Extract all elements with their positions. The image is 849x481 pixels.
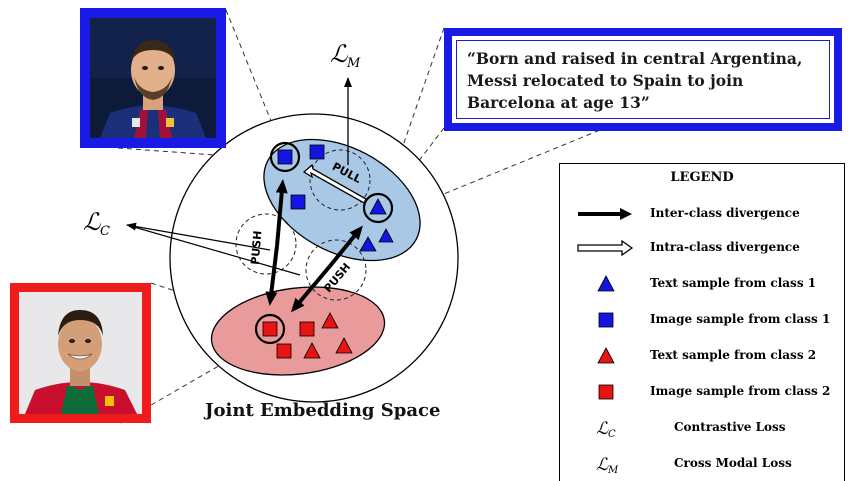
legend-item-text-class1: Text sample from class 1: [560, 272, 844, 296]
legend-label: Inter-class divergence: [650, 206, 800, 220]
loss-c-icon: ℒ C: [596, 419, 616, 440]
messi-portrait: [90, 18, 216, 138]
svg-text:M: M: [346, 56, 361, 71]
anchor-ring-text-class1: [362, 192, 394, 224]
image-sample-class2: [276, 343, 292, 359]
hollow-arrow-icon: [577, 239, 634, 257]
legend-item-image-class1: Image sample from class 1: [560, 308, 844, 332]
image-sample-class1: [309, 144, 325, 160]
svg-text:ℒ: ℒ: [83, 208, 101, 236]
legend-item-image-class2: Image sample from class 2: [560, 380, 844, 404]
text-sample-class1: [369, 198, 387, 215]
image-sample-class1: [277, 149, 293, 165]
legend-label: Text sample from class 1: [650, 276, 817, 290]
ronaldo-portrait: [19, 292, 142, 414]
ronaldo-photo: [10, 283, 151, 423]
loss-c-symbol: ℒ C: [83, 208, 110, 239]
push-arrow-vertical-down: [265, 245, 279, 306]
red-triangle-icon: [597, 347, 615, 364]
quote-text: “Born and raised in central Argentina, M…: [467, 49, 803, 112]
legend-title: LEGEND: [670, 170, 734, 185]
text-sample-class1: [378, 228, 394, 243]
text-sample-class1: [359, 236, 377, 252]
blue-square-icon: [598, 312, 614, 328]
quote-inner-border: “Born and raised in central Argentina, M…: [456, 40, 830, 119]
push-label-1: PUSH: [249, 230, 265, 265]
pull-arrow: [302, 163, 367, 204]
loss-m-icon: ℒ M: [596, 455, 619, 476]
legend-item-inter-class: Inter-class divergence: [560, 202, 844, 226]
text-sample-class2: [303, 342, 321, 359]
svg-text:ℒ: ℒ: [330, 40, 348, 68]
legend-item-cross-modal-loss: ℒ M Cross Modal Loss: [560, 452, 844, 476]
legend-label: Image sample from class 2: [650, 384, 831, 398]
loss-c-arrow-top: [126, 222, 271, 251]
loss-m-symbol: ℒ M: [330, 40, 361, 71]
legend-item-text-class2: Text sample from class 2: [560, 344, 844, 368]
text-sample-class2: [335, 337, 353, 354]
legend-panel: LEGEND Inter-class divergence Intra-clas…: [559, 163, 845, 481]
thick-arrow-icon: [578, 208, 632, 220]
image-sample-class1: [290, 194, 306, 210]
quote-box: “Born and raised in central Argentina, M…: [444, 28, 842, 131]
anchor-ring-image-class2: [254, 313, 286, 345]
image-sample-class2: [299, 321, 315, 337]
diagram-caption: Joint Embedding Space: [205, 400, 441, 421]
legend-item-intra-class: Intra-class divergence: [560, 236, 844, 260]
svg-text:M: M: [607, 465, 619, 476]
text-sample-class2: [321, 312, 339, 329]
push-arrow-diagonal-up: [328, 225, 363, 268]
svg-text:C: C: [608, 429, 616, 440]
legend-label: Text sample from class 2: [650, 348, 817, 362]
svg-text:C: C: [100, 224, 110, 239]
svg-text:ℒ: ℒ: [596, 419, 609, 439]
red-square-icon: [598, 384, 614, 400]
blue-triangle-icon: [597, 275, 615, 292]
legend-label: Intra-class divergence: [650, 240, 800, 254]
anchor-ring-image-class1: [269, 141, 301, 173]
legend-label: Cross Modal Loss: [674, 456, 792, 470]
legend-item-contrastive-loss: ℒ C Contrastive Loss: [560, 416, 844, 440]
image-sample-class2: [262, 321, 278, 337]
push-arrow-vertical-up: [275, 179, 288, 247]
legend-label: Contrastive Loss: [674, 420, 786, 434]
push-arrow-diagonal-down: [290, 264, 332, 313]
messi-photo: [80, 8, 226, 148]
svg-text:ℒ: ℒ: [596, 455, 609, 475]
loss-c-arrow-bottom: [126, 224, 301, 276]
legend-label: Image sample from class 1: [650, 312, 831, 326]
